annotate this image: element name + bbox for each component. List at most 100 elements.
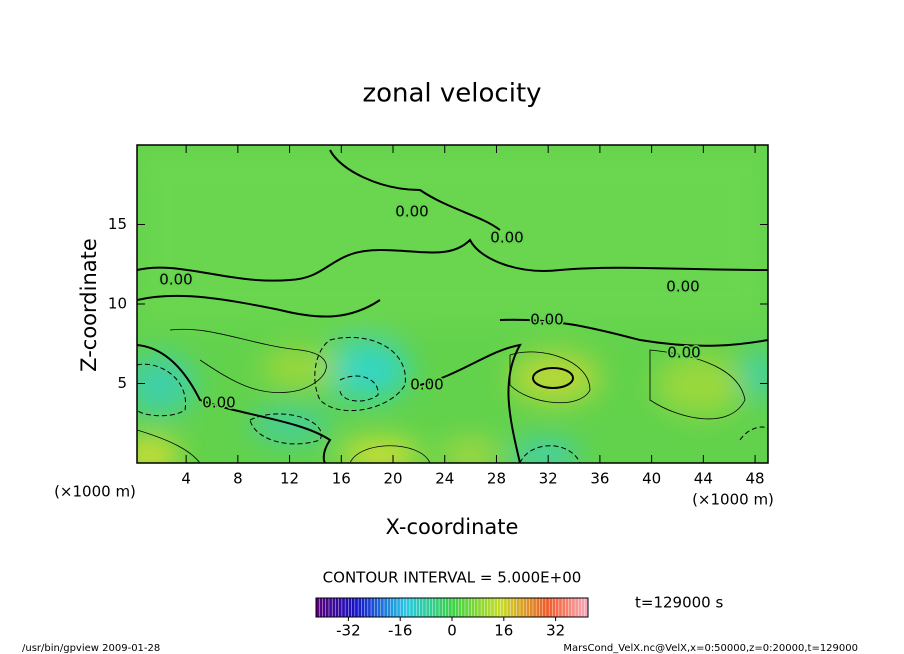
x-unit: (×1000 m) xyxy=(692,491,774,509)
x-axis-label: X-coordinate xyxy=(386,515,519,539)
colorbar-cell xyxy=(448,598,453,617)
colorbar-cell xyxy=(361,598,365,617)
colorbar-cell xyxy=(348,598,352,617)
colorbar-cell xyxy=(484,598,488,617)
colorbar-cell xyxy=(442,598,446,617)
colorbar-cell xyxy=(354,598,359,617)
y-tick-label: 10 xyxy=(108,295,127,313)
colorbar-cell xyxy=(409,598,414,617)
colorbar-cell xyxy=(568,598,573,617)
contour-label: 0.00 xyxy=(410,376,443,394)
colorbar-cell xyxy=(520,598,524,617)
x-unit: (×1000 m) xyxy=(54,483,136,501)
colorbar-cell xyxy=(539,598,543,617)
x-tick-label: 48 xyxy=(746,470,765,488)
y-tick-label: 5 xyxy=(117,374,127,392)
colorbar-tick-label: 0 xyxy=(447,622,457,640)
x-tick-label: 24 xyxy=(435,470,454,488)
colorbar-cell xyxy=(338,598,343,617)
colorbar-cell xyxy=(549,598,553,617)
colorbar-cell xyxy=(565,598,569,617)
footer-right: MarsCond_VelX.nc@VelX,x=0:50000,z=0:2000… xyxy=(563,643,858,654)
colorbar-cell xyxy=(322,598,327,617)
colorbar-tick-label: 16 xyxy=(494,622,513,640)
colorbar-cell xyxy=(461,598,466,617)
colorbar-cell xyxy=(497,598,501,617)
colorbar-cell xyxy=(536,598,540,617)
colorbar-cell xyxy=(351,598,356,617)
time-label: t=129000 s xyxy=(635,594,723,612)
colorbar-cell xyxy=(422,598,427,617)
contour-label: 0.00 xyxy=(159,271,192,289)
colorbar-cell xyxy=(526,598,531,617)
colorbar-cell xyxy=(387,598,391,617)
colorbar-cell xyxy=(516,598,521,617)
colorbar-cell xyxy=(500,598,505,617)
colorbar-tick-label: -32 xyxy=(336,622,361,640)
colorbar-cell xyxy=(581,598,586,617)
x-tick-label: 40 xyxy=(642,470,661,488)
colorbar-cell xyxy=(474,598,479,617)
x-tick-label: 12 xyxy=(280,470,299,488)
colorbar-tick-label: -16 xyxy=(388,622,413,640)
chart-title: zonal velocity xyxy=(362,79,541,109)
colorbar-cell xyxy=(513,598,518,617)
contour-label: 0.00 xyxy=(667,344,700,362)
x-tick-label: 8 xyxy=(233,470,243,488)
colorbar-cell xyxy=(477,598,482,617)
colorbar-cell xyxy=(416,598,420,617)
colorbar-cell xyxy=(393,598,398,617)
contour-label: 0.00 xyxy=(490,229,523,247)
colorbar-cell xyxy=(403,598,407,617)
colorbar-cell xyxy=(429,598,433,617)
colorbar-cell xyxy=(384,598,388,617)
colorbar-cell xyxy=(481,598,485,617)
footer-left: /usr/bin/gpview 2009-01-28 xyxy=(22,643,160,654)
colorbar-cell xyxy=(325,598,330,617)
colorbar-cell xyxy=(328,598,333,617)
colorbar-cell xyxy=(452,598,456,617)
x-tick-label: 4 xyxy=(181,470,191,488)
colorbar-cell xyxy=(552,598,556,617)
colorbar-cell xyxy=(377,598,382,617)
contour-label: 0.00 xyxy=(395,203,428,221)
colorbar-cell xyxy=(341,598,346,617)
x-tick-label: 32 xyxy=(539,470,558,488)
colorbar-cell xyxy=(413,598,417,617)
colorbar-cell xyxy=(458,598,463,617)
colorbar-cell xyxy=(332,598,336,617)
x-tick-label: 16 xyxy=(332,470,351,488)
colorbar-cell xyxy=(507,598,511,617)
colorbar-cell xyxy=(439,598,443,617)
colorbar-cell xyxy=(494,598,498,617)
colorbar-cell xyxy=(374,598,378,617)
colorbar-cell xyxy=(367,598,372,617)
colorbar-cell xyxy=(335,598,339,617)
colorbar-cell xyxy=(464,598,469,617)
y-axis-label: Z-coordinate xyxy=(77,238,101,372)
colorbar-cell xyxy=(584,598,589,617)
colorbar-cell xyxy=(468,598,472,617)
colorbar-cell xyxy=(426,598,430,617)
x-tick-label: 20 xyxy=(383,470,402,488)
colorbar-cell xyxy=(319,598,323,617)
colorbar-cell xyxy=(503,598,508,617)
colorbar-cell xyxy=(406,598,411,617)
colorbar-cell xyxy=(419,598,424,617)
colorbar-cell xyxy=(529,598,534,617)
colorbar-cell xyxy=(345,598,349,617)
colorbar-cell xyxy=(358,598,362,617)
colorbar-cell xyxy=(571,598,576,617)
colorbar-cell xyxy=(487,598,492,617)
colorbar-cell xyxy=(575,598,579,617)
contour-label: 0.00 xyxy=(666,278,699,296)
colorbar-cell xyxy=(490,598,495,617)
colorbar-cell xyxy=(380,598,385,617)
colorbar-cell xyxy=(545,598,550,617)
colorbar-cell xyxy=(316,598,320,617)
colorbar-cell xyxy=(532,598,537,617)
contour-interval: CONTOUR INTERVAL = 5.000E+00 xyxy=(323,569,582,587)
colorbar-cell xyxy=(562,598,566,617)
colorbar-cell xyxy=(435,598,440,617)
